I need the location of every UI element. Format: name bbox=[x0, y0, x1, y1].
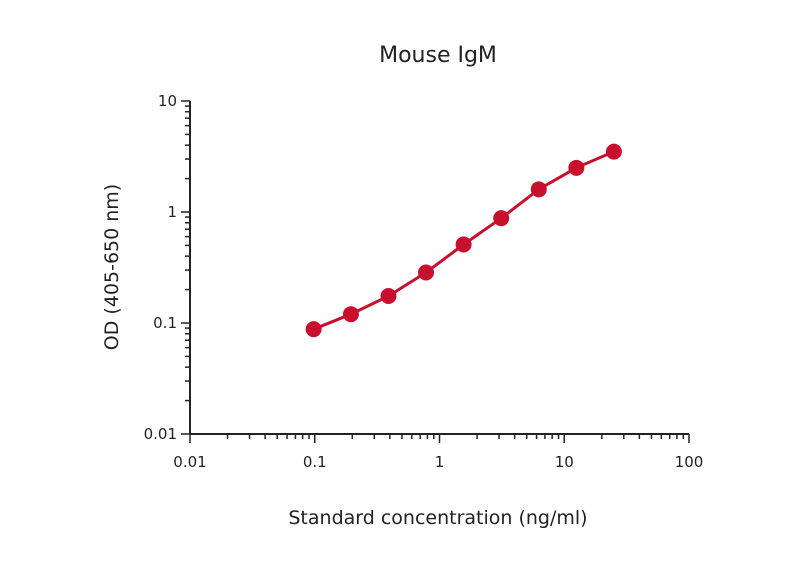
data-point bbox=[342, 306, 359, 323]
y-tick-label: 0.1 bbox=[153, 314, 177, 332]
data-point bbox=[568, 159, 585, 176]
y-axis-label: OD (405-650 nm) bbox=[101, 184, 123, 350]
data-point bbox=[418, 264, 435, 281]
y-tick-label: 10 bbox=[158, 92, 177, 110]
x-tick-label: 0.1 bbox=[303, 453, 327, 471]
data-point bbox=[605, 143, 622, 160]
x-tick-label: 0.01 bbox=[173, 453, 206, 471]
data-point bbox=[455, 236, 472, 253]
x-tick-label: 1 bbox=[435, 453, 445, 471]
data-point bbox=[530, 181, 547, 198]
x-tick-label: 100 bbox=[675, 453, 704, 471]
y-tick-label: 1 bbox=[167, 203, 177, 221]
ticks: 0.01 0.1 1 10 100 0.01 0.1 1 10 bbox=[144, 92, 704, 471]
series bbox=[305, 143, 622, 338]
data-point bbox=[305, 321, 322, 338]
data-point bbox=[380, 288, 397, 305]
chart-title: Mouse IgM bbox=[379, 43, 497, 68]
x-axis-label: Standard concentration (ng/ml) bbox=[288, 507, 587, 529]
x-tick-label: 10 bbox=[555, 453, 574, 471]
data-point bbox=[493, 210, 510, 227]
y-tick-label: 0.01 bbox=[144, 425, 177, 443]
